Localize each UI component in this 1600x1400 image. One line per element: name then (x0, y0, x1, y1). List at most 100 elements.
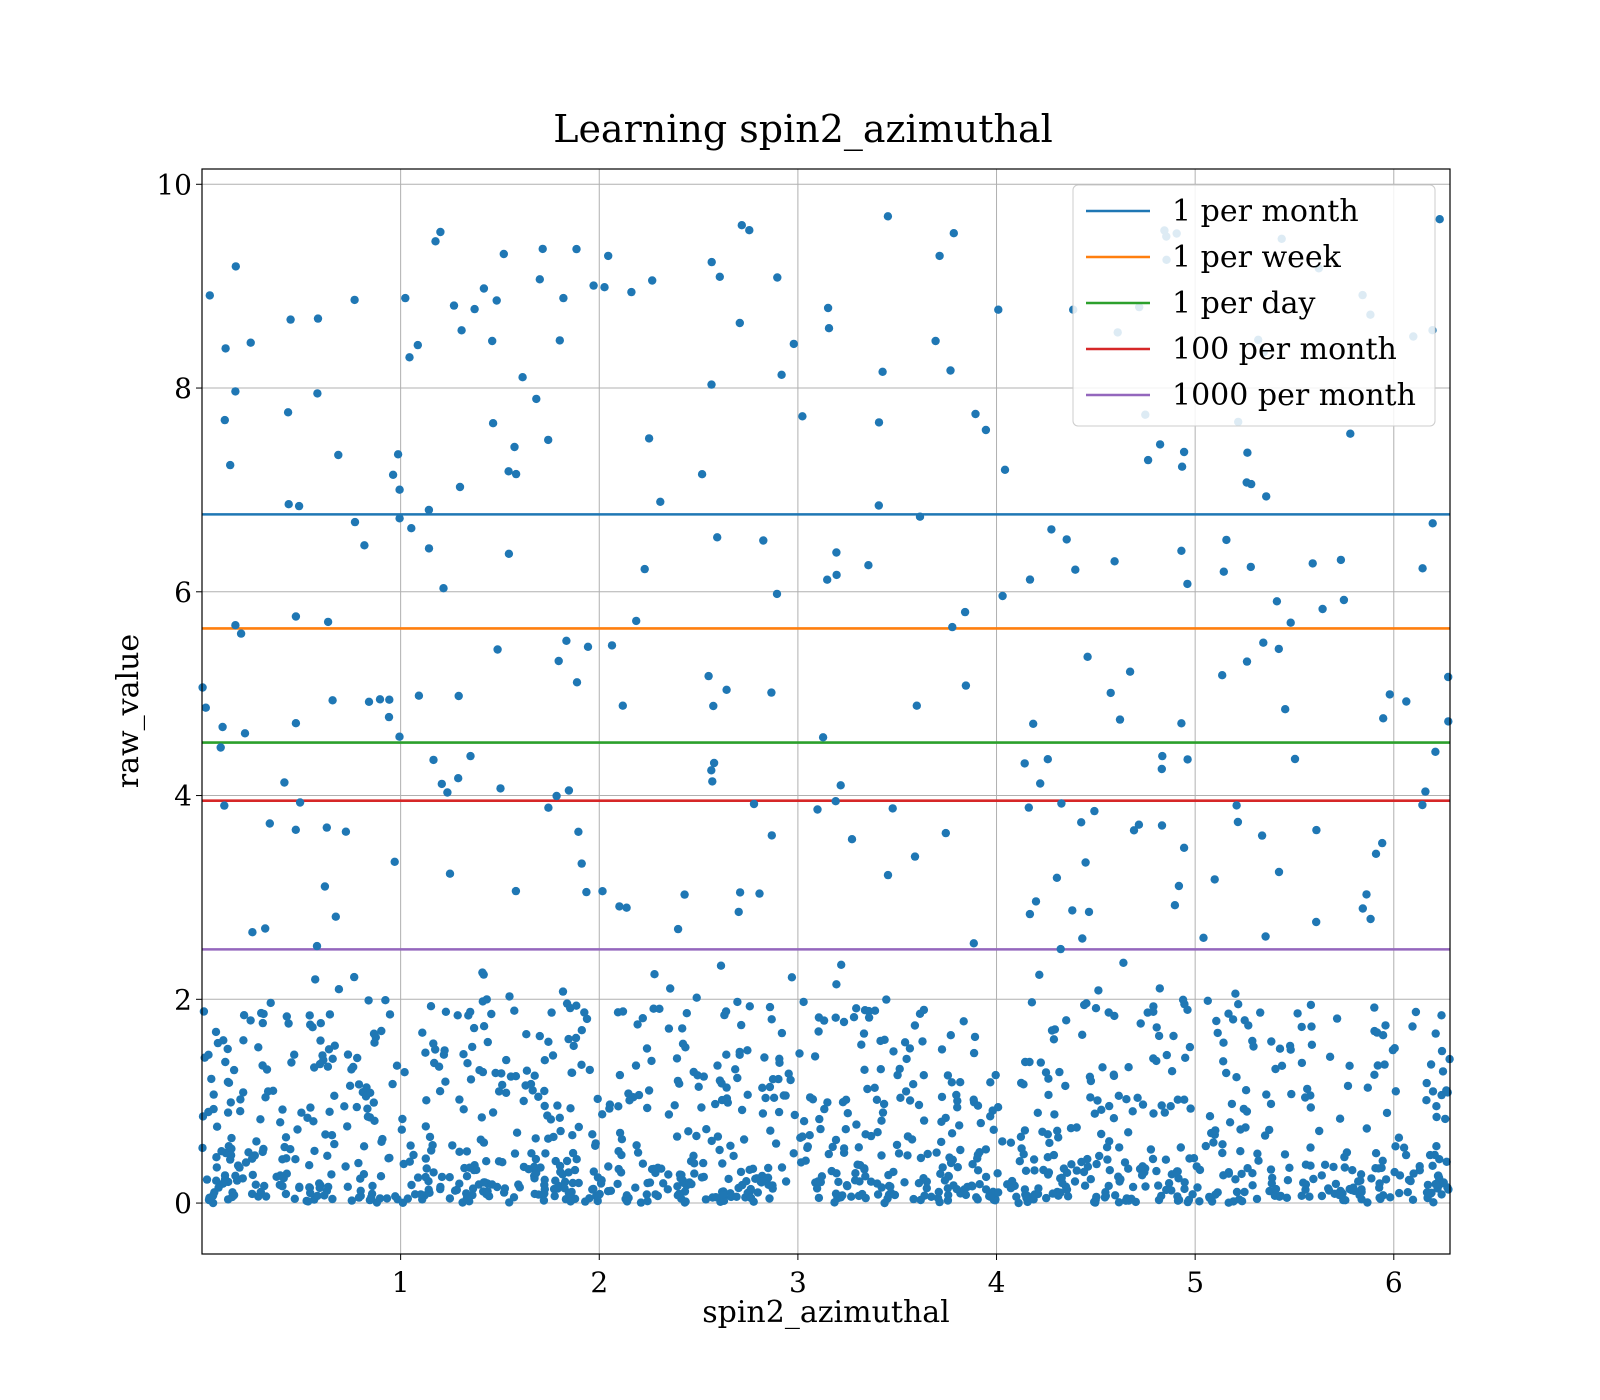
scatter-point (462, 1172, 472, 1181)
scatter-point (766, 1126, 775, 1135)
scatter-point (1124, 1063, 1133, 1072)
scatter-point (1373, 1061, 1383, 1070)
scatter-point (244, 1148, 253, 1157)
scatter-point (562, 1156, 572, 1166)
scatter-point (879, 1099, 889, 1109)
scatter-point (1336, 555, 1346, 565)
scatter-point (1379, 714, 1388, 723)
scatter-point (425, 1132, 435, 1142)
scatter-point (1299, 1178, 1308, 1187)
scatter-point (855, 1177, 864, 1186)
scatter-point (598, 887, 607, 896)
scatter-point (240, 729, 250, 738)
scatter-point (1006, 1138, 1016, 1147)
scatter-point (986, 1078, 995, 1087)
scatter-point (1211, 1126, 1220, 1135)
scatter-point (1381, 1021, 1390, 1030)
scatter-point (1241, 1086, 1251, 1095)
scatter-point (530, 1071, 539, 1080)
scatter-point (254, 1043, 263, 1052)
scatter-point (959, 1017, 968, 1026)
scatter-point (1315, 1126, 1324, 1136)
scatter-point (857, 1040, 866, 1049)
legend-label: 1000 per month (1172, 378, 1416, 413)
scatter-point (986, 1112, 995, 1121)
scatter-point (1146, 1145, 1156, 1154)
scatter-point (1019, 1080, 1028, 1089)
y-tick-label: 8 (174, 372, 192, 405)
scatter-point (1274, 867, 1284, 877)
scatter-point (916, 1153, 926, 1163)
scatter-point (1124, 1128, 1133, 1137)
scatter-point (919, 1071, 928, 1080)
scatter-point (1041, 1068, 1051, 1077)
scatter-point (431, 1045, 440, 1054)
scatter-point (903, 1132, 913, 1141)
scatter-point (876, 1065, 885, 1074)
scatter-point (1170, 901, 1180, 910)
scatter-point (615, 1128, 625, 1138)
scatter-point (1320, 1160, 1330, 1170)
scatter-point (580, 1008, 589, 1017)
scatter-point (1205, 1192, 1214, 1202)
scatter-point (313, 314, 323, 323)
scatter-point (889, 1047, 898, 1056)
scatter-point (1057, 799, 1066, 808)
scatter-point (1164, 1179, 1174, 1188)
scatter-point (1286, 1045, 1295, 1054)
scatter-point (564, 1034, 573, 1044)
scatter-point (1370, 1003, 1379, 1012)
scatter-point (445, 1173, 454, 1182)
scatter-point (571, 1033, 581, 1043)
scatter-point (211, 1027, 221, 1037)
scatter-point (1249, 1042, 1258, 1051)
scatter-point (841, 1125, 850, 1134)
scatter-point (381, 996, 390, 1005)
scatter-point (814, 1027, 823, 1036)
scatter-point (414, 691, 424, 700)
scatter-point (323, 1062, 333, 1071)
scatter-point (395, 485, 404, 494)
scatter-point (767, 688, 776, 697)
scatter-point (581, 1197, 590, 1206)
scatter-point (1219, 1038, 1228, 1047)
scatter-point (719, 1196, 729, 1206)
scatter-point (1115, 1143, 1124, 1152)
scatter-point (961, 681, 971, 690)
scatter-point (368, 1181, 377, 1191)
scatter-point (640, 564, 649, 574)
scatter-point (1270, 1191, 1280, 1201)
scatter-point (278, 1105, 287, 1114)
scatter-point (956, 1078, 965, 1087)
scatter-point (718, 1190, 728, 1199)
scatter-point (830, 1198, 839, 1207)
scatter-point (1254, 1156, 1263, 1165)
scatter-point (724, 1174, 733, 1184)
scatter-point (622, 1197, 632, 1206)
scatter-point (1199, 933, 1208, 942)
scatter-point (283, 408, 293, 417)
scatter-point (622, 903, 631, 912)
scatter-point (952, 1185, 961, 1194)
scatter-point (212, 1163, 221, 1172)
scatter-point (672, 1054, 682, 1063)
scatter-point (1286, 618, 1295, 627)
scatter-point (1019, 1150, 1028, 1159)
scatter-point (465, 1163, 474, 1172)
scatter-point (636, 1198, 646, 1207)
scatter-point (1432, 1112, 1441, 1122)
scatter-point (901, 1087, 911, 1096)
scatter-point (973, 1150, 983, 1159)
scatter-point (697, 470, 707, 479)
scatter-point (303, 1197, 313, 1206)
scatter-point (385, 1010, 395, 1019)
scatter-point (424, 544, 434, 553)
scatter-point (469, 1023, 479, 1033)
scatter-point (1122, 1095, 1131, 1104)
scatter-point (577, 859, 586, 868)
scatter-point (496, 784, 505, 793)
scatter-point (564, 786, 574, 795)
scatter-point (1015, 1157, 1024, 1166)
scatter-point (777, 1163, 787, 1172)
scatter-point (1218, 1148, 1227, 1158)
